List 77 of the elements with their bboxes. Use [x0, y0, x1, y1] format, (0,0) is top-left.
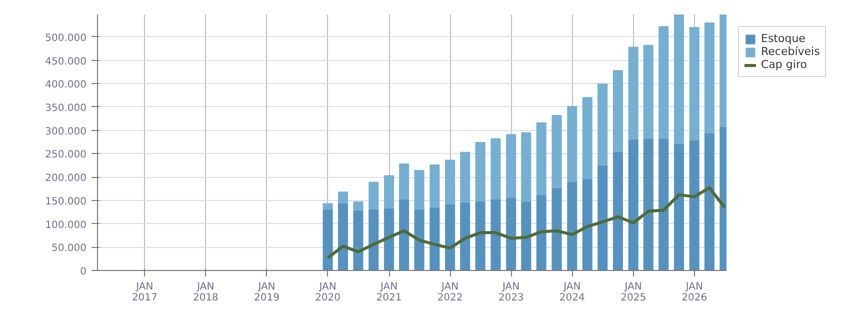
bar	[384, 175, 394, 208]
bar	[384, 208, 394, 270]
bar	[399, 164, 410, 200]
bar	[598, 84, 608, 166]
y-tick-label: 300.000	[45, 126, 87, 138]
bar	[598, 165, 608, 270]
bar	[612, 70, 623, 152]
bar	[445, 160, 456, 204]
bar	[704, 133, 714, 270]
y-tick-label: 450.000	[45, 56, 87, 68]
bar	[368, 209, 379, 270]
bar	[612, 152, 623, 270]
y-tick-label: 250.000	[45, 150, 87, 161]
bar	[567, 182, 578, 270]
bar	[322, 209, 333, 270]
y-tick-label: 100.000	[45, 220, 87, 231]
bar	[475, 142, 486, 202]
legend-label: Estoque	[761, 32, 806, 45]
bar	[521, 201, 532, 270]
bar	[628, 139, 638, 270]
x-tick-label: JAN 2019	[254, 282, 280, 304]
bar	[353, 201, 364, 210]
bar	[368, 182, 379, 210]
line-series	[326, 186, 726, 260]
x-tick-label: JAN 2020	[315, 282, 341, 304]
x-tick-label: JAN 2024	[559, 282, 585, 304]
bar	[399, 199, 410, 270]
bar	[490, 199, 501, 270]
bar	[430, 207, 440, 270]
legend-label: Cap giro	[761, 58, 807, 71]
bar	[552, 188, 562, 270]
bar	[643, 138, 654, 270]
bar	[353, 210, 364, 270]
bar	[414, 209, 424, 270]
bar	[322, 203, 333, 210]
bar	[582, 178, 592, 270]
bar	[643, 44, 654, 138]
bar	[674, 144, 684, 270]
y-tick-label: 0	[80, 266, 87, 278]
bar	[658, 138, 669, 270]
bar	[430, 164, 440, 208]
x-tick-label: JAN 2026	[682, 282, 708, 304]
bar	[582, 97, 592, 179]
y-tick-label: 50.000	[52, 243, 87, 254]
bar	[536, 194, 546, 270]
bar	[475, 201, 486, 270]
x-tick-label: JAN 2017	[132, 282, 158, 304]
y-tick-label: 150.000	[45, 196, 87, 208]
y-tick-label: 400.000	[45, 80, 87, 91]
bar	[490, 138, 501, 200]
bar	[567, 106, 578, 182]
legend-label: Recebíveis	[761, 45, 820, 58]
bar	[704, 22, 714, 134]
bar	[460, 202, 470, 270]
bar	[414, 170, 424, 210]
y-tick-label: 200.000	[45, 173, 87, 184]
bar	[536, 122, 546, 195]
bar	[552, 114, 562, 188]
bar	[689, 27, 700, 140]
bar	[521, 132, 532, 202]
bar	[506, 134, 516, 198]
bar	[658, 26, 669, 138]
bar	[674, 14, 684, 144]
bar	[460, 152, 470, 202]
x-tick-label: JAN 2018	[192, 282, 218, 304]
y-tick-label: 350.000	[45, 102, 87, 114]
x-tick-label: JAN 2025	[620, 282, 646, 304]
bar	[445, 204, 456, 270]
x-tick-label: JAN 2023	[498, 282, 524, 304]
bar	[689, 140, 700, 270]
x-tick-label: JAN 2021	[376, 282, 402, 304]
bar	[506, 198, 516, 270]
x-tick-label: JAN 2022	[437, 282, 463, 304]
bar	[338, 192, 348, 204]
bar	[628, 46, 638, 140]
y-tick-label: 500.000	[45, 32, 87, 44]
bar	[338, 203, 348, 270]
